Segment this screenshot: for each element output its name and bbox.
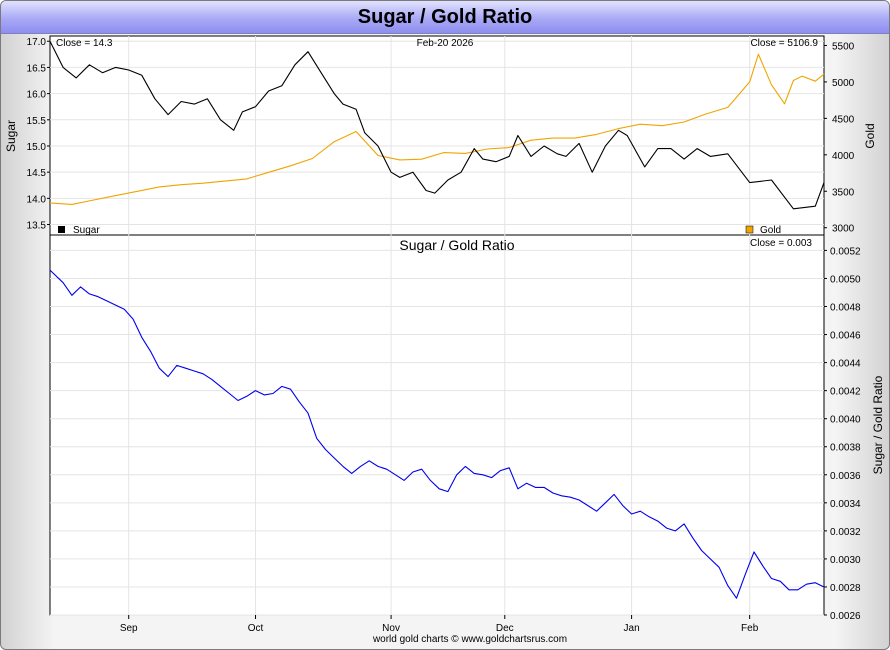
x-tick-label: Feb [741, 623, 759, 634]
date-label: Feb-20 2026 [417, 38, 474, 49]
sugar-tick-label: 14.0 [27, 194, 47, 205]
ratio-tick-label: 0.0044 [830, 359, 861, 370]
top-grid [47, 36, 827, 235]
ratio-axis-label: Sugar / Gold Ratio [871, 375, 885, 474]
sugar-series-line [49, 40, 825, 210]
x-tick-label: Oct [248, 623, 264, 634]
ratio-tick-label: 0.0026 [830, 611, 861, 622]
sugar-tick-label: 15.5 [27, 116, 47, 127]
legend-sugar-swatch [58, 226, 65, 233]
x-tick-label: Nov [382, 623, 400, 634]
sugar-tick-label: 16.0 [27, 90, 47, 101]
top-panel [49, 35, 825, 236]
sugar-axis-label: Sugar [4, 120, 18, 152]
sugar-close-label: Close = 14.3 [56, 38, 113, 49]
ratio-close-label: Close = 0.003 [750, 238, 812, 249]
sugar-tick-label: 16.5 [27, 63, 47, 74]
ratio-chart-title: Sugar / Gold Ratio [399, 237, 514, 253]
x-tick-label: Dec [496, 623, 514, 634]
legend-sugar-label: Sugar [73, 225, 100, 236]
series-layer [49, 40, 825, 599]
ratio-tick-label: 0.0032 [830, 527, 861, 538]
gold-tick-label: 4000 [832, 151, 855, 162]
bottom-panel [49, 234, 825, 616]
gold-close-label: Close = 5106.9 [750, 38, 818, 49]
gold-tick-label: 5500 [832, 41, 855, 52]
gold-axis-label: Gold [863, 123, 877, 148]
ratio-tick-label: 0.0040 [830, 415, 861, 426]
ratio-tick-label: 0.0050 [830, 274, 861, 285]
legend-gold-label: Gold [760, 225, 781, 236]
sugar-tick-label: 13.5 [27, 221, 47, 232]
ratio-tick-label: 0.0038 [830, 443, 861, 454]
ratio-tick-label: 0.0042 [830, 387, 861, 398]
ratio-tick-label: 0.0034 [830, 499, 861, 510]
legend-gold-swatch [745, 225, 754, 234]
gold-tick-label: 3000 [832, 224, 855, 235]
gold-tick-label: 5000 [832, 78, 855, 89]
x-tick-label: Jan [624, 623, 640, 634]
x-tick-label: Sep [120, 623, 138, 634]
sugar-tick-label: 17.0 [27, 37, 47, 48]
ratio-tick-label: 0.0036 [830, 471, 861, 482]
ratio-tick-label: 0.0046 [830, 331, 861, 342]
sugar-tick-label: 14.5 [27, 168, 47, 179]
ratio-tick-label: 0.0028 [830, 583, 861, 594]
page-title: Sugar / Gold Ratio [1, 1, 889, 34]
sugar-tick-label: 15.0 [27, 142, 47, 153]
gold-tick-label: 3500 [832, 187, 855, 198]
footer-credit: world gold charts © www.goldchartsrus.co… [372, 634, 567, 645]
gold-tick-label: 4500 [832, 114, 855, 125]
ratio-series-line [49, 269, 825, 599]
ratio-tick-label: 0.0030 [830, 555, 861, 566]
ratio-tick-label: 0.0048 [830, 303, 861, 314]
ratio-tick-label: 0.0052 [830, 246, 861, 257]
bottom-grid [50, 235, 827, 619]
